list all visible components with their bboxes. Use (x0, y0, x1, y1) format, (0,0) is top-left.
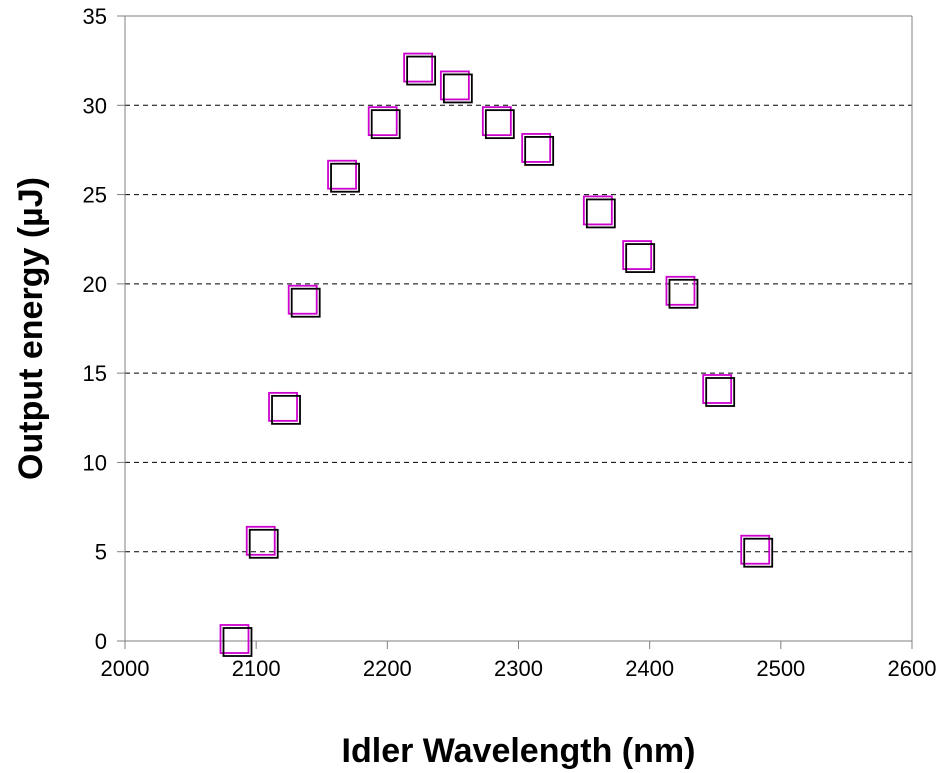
y-tick-label: 15 (83, 361, 107, 386)
y-tick-label: 20 (83, 272, 107, 297)
axes (124, 15, 913, 642)
y-tick-label: 25 (83, 183, 107, 208)
gridlines (125, 15, 912, 553)
data-point (702, 374, 736, 407)
data-point (481, 106, 515, 140)
y-tick-label: 0 (95, 629, 107, 654)
y-tick-label: 35 (83, 4, 107, 29)
x-tick-label: 2500 (756, 656, 805, 681)
data-point (521, 133, 555, 166)
y-axis-ticks: 0 5 10 15 20 25 30 35 (83, 4, 125, 654)
data-point (327, 159, 360, 193)
data-point (740, 534, 774, 568)
data-point (219, 624, 253, 657)
x-tick-label: 2400 (625, 656, 674, 681)
x-axis-ticks: 2000 2100 2200 2300 2400 2500 2600 (101, 641, 937, 681)
data-point (582, 195, 616, 229)
data-point (268, 391, 301, 425)
x-tick-label: 2000 (101, 656, 150, 681)
x-tick-label: 2600 (888, 656, 937, 681)
data-point (367, 106, 401, 140)
data-point (245, 525, 279, 559)
x-tick-label: 2100 (232, 656, 281, 681)
x-tick-label: 2200 (363, 656, 412, 681)
y-tick-label: 30 (83, 93, 107, 118)
y-axis-title: Output energy (µJ) (12, 177, 50, 480)
data-point (439, 70, 473, 104)
data-point (622, 240, 656, 273)
data-point (403, 52, 437, 86)
x-axis-title: Idler Wavelength (nm) (342, 732, 696, 770)
y-tick-label: 10 (83, 450, 107, 475)
data-points (219, 52, 774, 657)
data-point (287, 284, 321, 318)
x-tick-label: 2300 (494, 656, 543, 681)
data-point (665, 275, 699, 309)
y-tick-label: 5 (95, 540, 107, 565)
